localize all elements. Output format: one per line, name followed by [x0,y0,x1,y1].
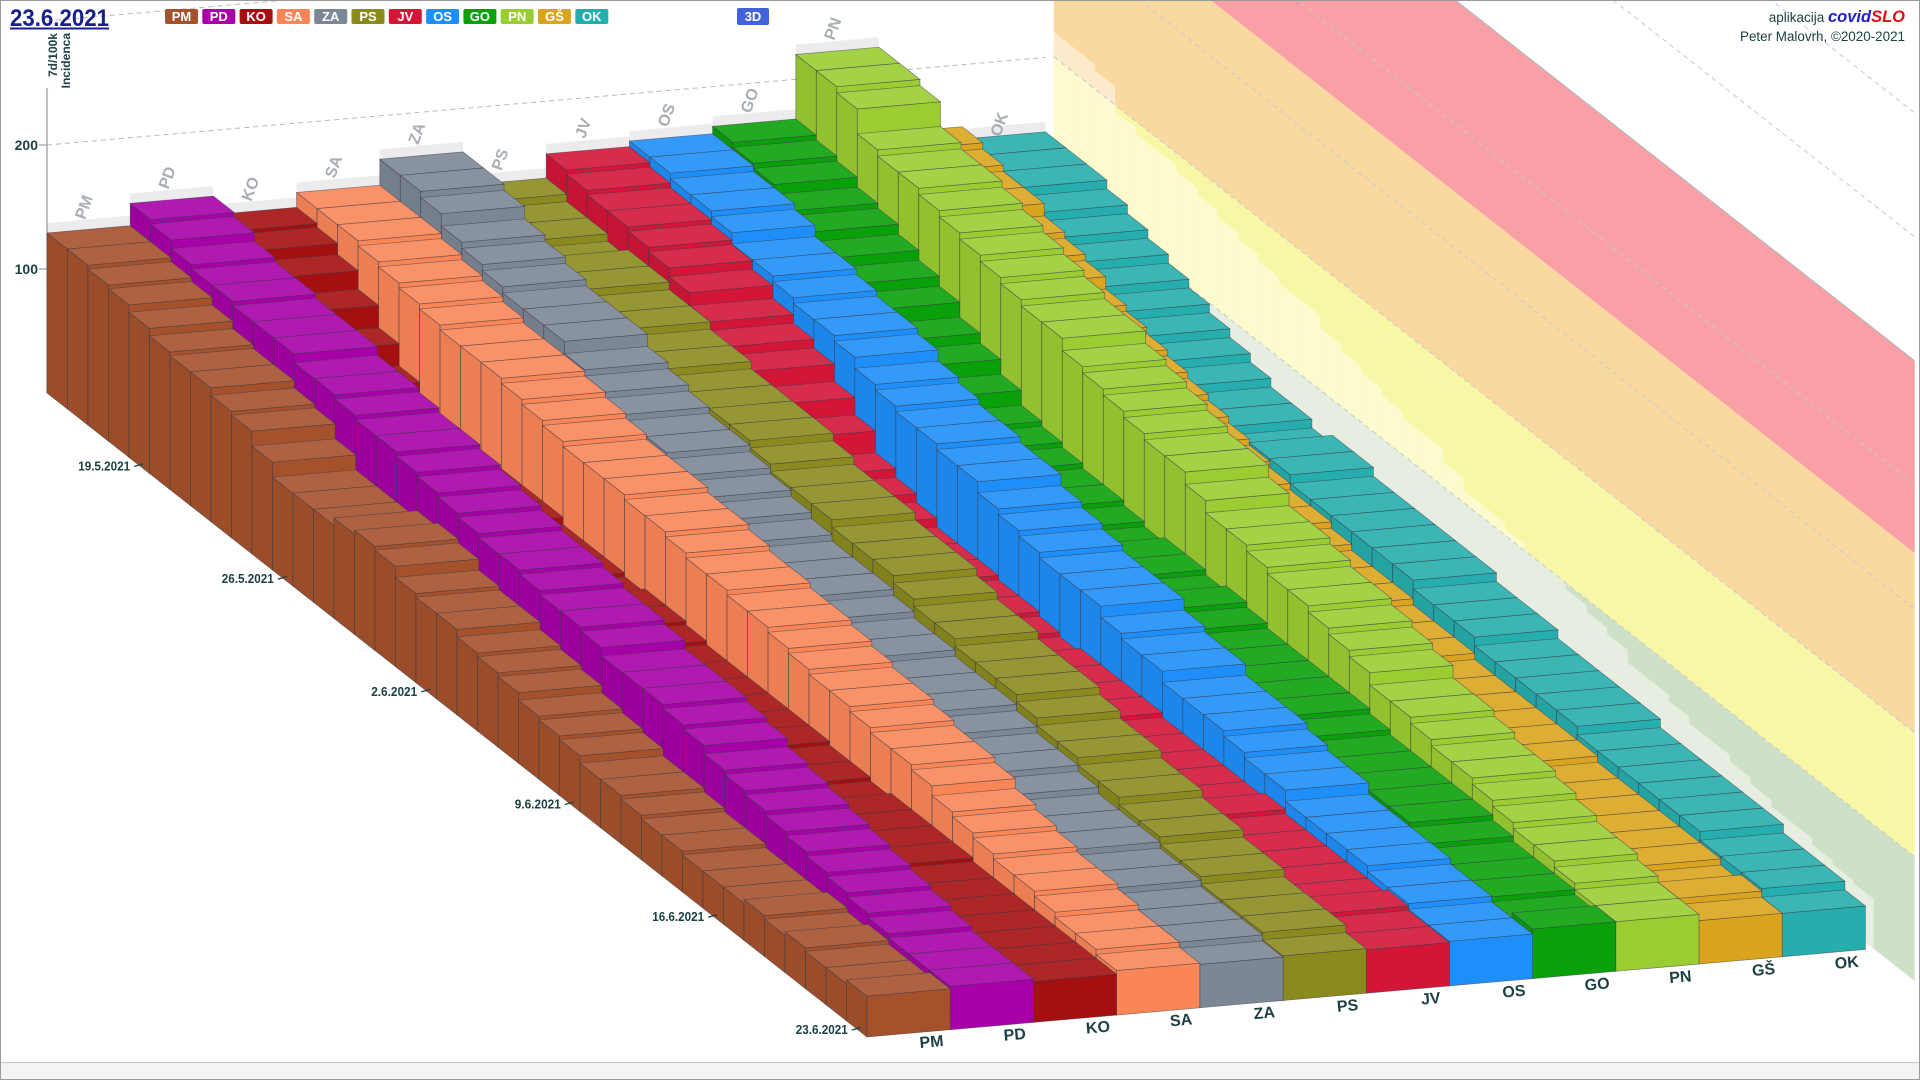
svg-text:26.5.2021: 26.5.2021 [222,571,274,586]
svg-text:PD: PD [1003,1026,1027,1045]
svg-text:OS: OS [433,9,452,24]
svg-text:OK: OK [582,9,602,24]
svg-text:16.6.2021: 16.6.2021 [652,909,704,924]
svg-text:3D: 3D [745,9,762,24]
svg-text:ZA: ZA [406,120,429,146]
svg-text:GŠ: GŠ [1751,959,1776,980]
svg-text:200: 200 [15,137,39,153]
svg-text:JV: JV [1420,990,1441,1009]
svg-text:ZA: ZA [322,9,340,24]
svg-text:OS: OS [1502,983,1527,1002]
svg-text:JV: JV [573,116,596,141]
svg-text:PD: PD [210,9,228,24]
svg-text:GO: GO [1584,975,1610,994]
svg-text:PS: PS [1336,997,1359,1016]
svg-text:ZA: ZA [1253,1004,1276,1023]
svg-text:KO: KO [1085,1019,1110,1038]
svg-text:PS: PS [489,147,512,173]
svg-text:PN: PN [1669,968,1693,987]
svg-text:9.6.2021: 9.6.2021 [515,797,561,812]
svg-text:PD: PD [156,165,180,192]
svg-text:PN: PN [822,16,846,43]
svg-text:19.5.2021: 19.5.2021 [78,458,130,473]
svg-text:JV: JV [397,9,413,24]
svg-text:PM: PM [919,1033,944,1052]
svg-text:PN: PN [508,9,526,24]
svg-text:23.6.2021: 23.6.2021 [796,1022,848,1037]
svg-text:PS: PS [359,9,377,24]
svg-text:7d/100k: 7d/100k [46,33,60,77]
svg-text:SA: SA [284,9,303,24]
svg-text:GO: GO [470,9,490,24]
svg-text:SA: SA [1169,1011,1193,1030]
svg-text:Peter Malovrh, ©2020-2021: Peter Malovrh, ©2020-2021 [1740,29,1905,44]
svg-text:aplikacija covidSLO: aplikacija covidSLO [1769,8,1905,26]
svg-text:OK: OK [1834,954,1860,973]
svg-text:PM: PM [172,9,192,24]
svg-text:Incidenca: Incidenca [59,33,73,89]
svg-text:OS: OS [655,101,679,129]
svg-text:100: 100 [15,261,39,277]
svg-text:KO: KO [246,9,266,24]
svg-text:SA: SA [323,153,347,180]
svg-text:GŠ: GŠ [545,9,564,24]
svg-text:2.6.2021: 2.6.2021 [371,684,417,699]
